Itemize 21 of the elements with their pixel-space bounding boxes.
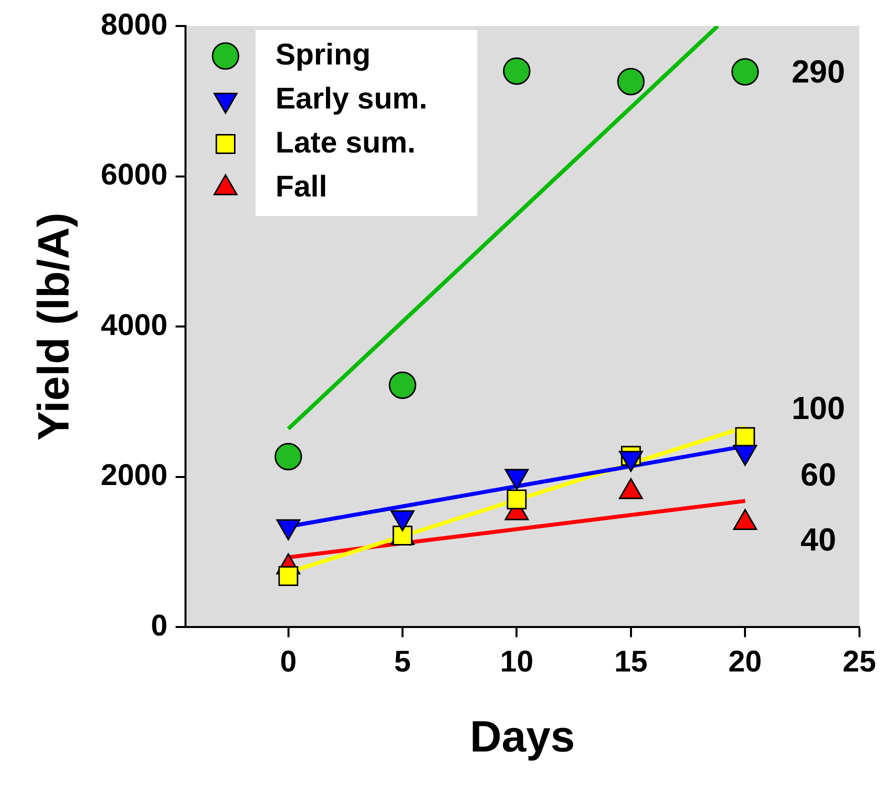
legend-label: Fall (276, 170, 328, 204)
annotation: 60 (800, 456, 836, 493)
y-tick-label: 4000 (100, 308, 168, 342)
annotation: 40 (800, 522, 836, 558)
legend-label: Early sum. (276, 82, 428, 116)
x-tick-label: 25 (842, 645, 876, 678)
annotation: 290 (792, 53, 846, 90)
x-tick-label: 20 (728, 645, 762, 678)
x-tick-label: 15 (614, 645, 648, 678)
x-tick-label: 0 (280, 645, 297, 678)
x-tick-label: 5 (394, 645, 411, 678)
y-tick-label: 8000 (100, 8, 168, 42)
y-tick-label: 0 (150, 609, 168, 642)
x-axis-title: Days (470, 712, 576, 762)
y-tick-label: 6000 (100, 158, 168, 192)
annotation: 100 (792, 390, 846, 426)
y-axis-title: Yield (lb/A) (30, 212, 79, 441)
legend-label: Late sum. (276, 126, 416, 160)
y-tick-label: 2000 (100, 459, 168, 492)
legend-label: Spring (276, 38, 371, 72)
x-tick-label: 10 (500, 645, 534, 678)
